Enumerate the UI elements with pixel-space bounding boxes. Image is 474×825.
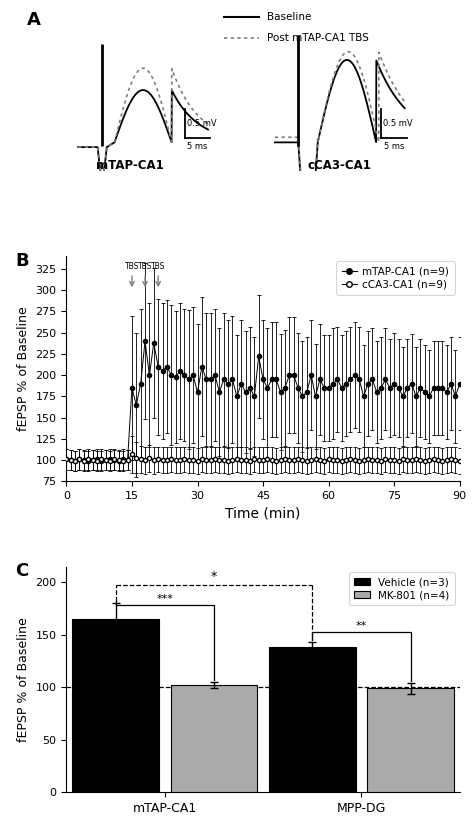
Text: 0.5 mV: 0.5 mV (187, 119, 216, 128)
Y-axis label: fEPSP % of Baseline: fEPSP % of Baseline (17, 306, 30, 431)
X-axis label: Time (min): Time (min) (225, 507, 301, 521)
Text: B: B (15, 252, 29, 270)
Text: mTAP-CA1: mTAP-CA1 (96, 159, 164, 172)
Text: **: ** (356, 620, 367, 630)
Bar (367, 688, 454, 792)
Text: C: C (15, 562, 28, 580)
Y-axis label: fEPSP % of Baseline: fEPSP % of Baseline (17, 617, 30, 742)
Legend: mTAP-CA1 (n=9), cCA3-CA1 (n=9): mTAP-CA1 (n=9), cCA3-CA1 (n=9) (337, 262, 455, 295)
Text: A: A (27, 11, 41, 29)
Text: TBS: TBS (138, 262, 152, 271)
Text: 0.5 mV: 0.5 mV (383, 119, 413, 128)
Text: 5 ms: 5 ms (384, 142, 404, 151)
Legend: Vehicle (n=3), MK-801 (n=4): Vehicle (n=3), MK-801 (n=4) (349, 572, 455, 606)
Bar (269, 648, 356, 792)
Text: TBS: TBS (151, 262, 165, 271)
Text: *: * (211, 571, 217, 583)
Bar (171, 685, 257, 792)
Text: 5 ms: 5 ms (187, 142, 208, 151)
Text: cCA3-CA1: cCA3-CA1 (308, 159, 372, 172)
Text: ***: *** (156, 595, 173, 605)
Text: Post mTAP-CA1 TBS: Post mTAP-CA1 TBS (267, 33, 369, 43)
Text: TBS: TBS (125, 262, 139, 271)
Text: Baseline: Baseline (267, 12, 311, 22)
Bar (72, 619, 159, 792)
